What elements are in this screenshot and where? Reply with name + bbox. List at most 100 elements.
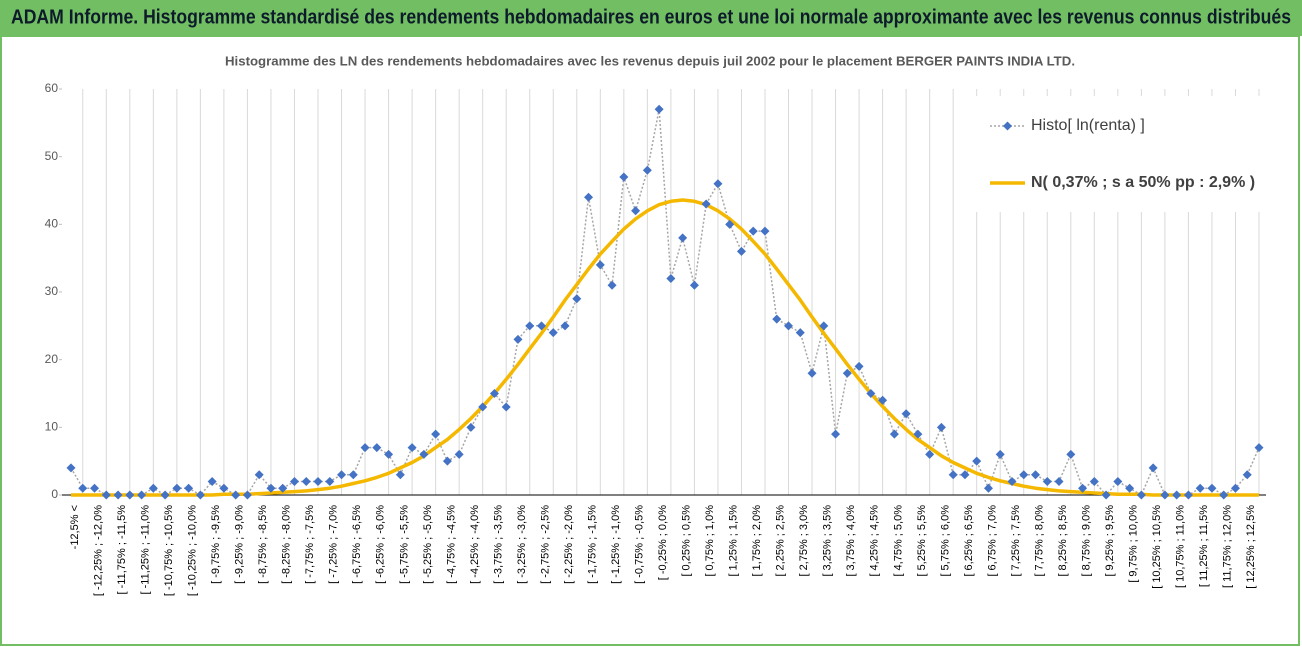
x-tick-label: [ -11,75% ; -11,5% [116,505,128,595]
y-tick-label: 40 [45,217,59,231]
histogram-marker [160,490,170,500]
histogram-marker [889,429,899,439]
chart-subtitle: Histogramme des LN des rendements hebdom… [225,53,1075,68]
x-tick-label: [ 2,75% ; 3,0% [798,505,810,577]
x-tick-label: [ -4,25% ; -4,0% [469,505,481,584]
histogram-marker [1207,483,1217,493]
histogram-marker [78,483,88,493]
x-tick-label: [ -8,25% ; -8,0% [281,505,293,584]
x-tick-label: [ -7,25% ; -7,0% [328,505,340,584]
legend-box [962,96,1262,212]
x-tick-label: [ 7,25% ; 7,5% [1010,505,1022,577]
histogram-marker [101,490,111,500]
legend-label: N( 0,37% ; s a 50% pp : 2,9% ) [1031,174,1255,191]
histogram-marker [595,260,605,270]
x-tick-label: [ -9,75% ; -9,5% [210,505,222,584]
histogram-marker [866,389,876,398]
histogram-marker [1113,476,1123,486]
x-tick-label: [ -8,75% ; -8,5% [257,505,269,584]
histogram-marker [113,490,123,500]
histogram-marker [513,334,523,344]
histogram-marker [525,321,535,331]
histogram-marker [289,476,299,486]
histogram-marker [689,280,699,290]
histogram-marker [1054,476,1064,486]
x-tick-label: [ 8,75% ; 9,0% [1080,505,1092,577]
histogram-marker [478,402,488,412]
histogram-marker [489,389,499,398]
x-tick-label: [ 3,75% ; 4,0% [845,505,857,577]
x-tick-label: [ 8,25% ; 8,5% [1057,505,1069,577]
x-tick-label: [ 6,75% ; 7,0% [986,505,998,577]
histogram-marker [1254,443,1264,453]
histogram-marker [1031,470,1041,480]
histogram-marker [725,219,735,229]
x-tick-label: [ 7,75% ; 8,0% [1033,505,1045,577]
histogram-marker [736,246,746,256]
histogram-marker [1195,483,1205,493]
x-tick-label: [ -7,75% ; -7,5% [304,505,316,584]
histogram-marker [278,483,288,493]
x-tick-label: [ -11,25% ; -11,0% [139,505,151,595]
legend-marker [1003,121,1012,131]
histogram-marker [1242,470,1252,480]
histogram-marker [1066,449,1076,459]
histogram-marker [419,449,429,459]
x-tick-label: [ -3,25% ; -3,0% [516,505,528,584]
x-tick-label: -12,5% < [69,505,81,549]
histogram-marker [325,476,335,486]
x-tick-label: [ 10,25% ; 10,5% [1151,505,1163,589]
histogram-marker [466,422,476,432]
histogram-marker [148,483,158,493]
histogram-marker [972,456,982,466]
histogram-marker [1172,490,1182,500]
histogram-marker [1089,476,1099,486]
histogram-marker [407,443,417,453]
histogram-marker [90,483,100,493]
x-tick-label: [ 0,25% ; 0,5% [681,505,693,577]
x-tick-label: [ 2,25% ; 2,5% [775,505,787,577]
histogram-marker [207,476,217,486]
histogram-marker [1125,483,1135,493]
histogram-marker [995,449,1005,459]
histogram-marker [195,490,205,500]
x-tick-label: [ -10,75% ; -10,5% [163,505,175,596]
histogram-marker [1007,476,1017,486]
histogram-marker [831,429,841,439]
histogram-marker [1101,490,1111,500]
x-tick-label: [ 11,75% ; 12,0% [1222,505,1234,588]
x-tick-label: [ 6,25% ; 6,5% [963,505,975,577]
x-tick-label: [ 9,25% ; 9,5% [1104,505,1116,577]
histogram-marker [1136,490,1146,500]
x-tick-label: [ 3,25% ; 3,5% [822,505,834,577]
x-tick-label: [ 12,25% ; 12,5% [1245,505,1257,589]
histogram-marker [442,456,452,466]
histogram-marker [313,476,323,486]
histogram-marker [1160,490,1170,500]
histogram-marker [819,321,829,331]
histogram-marker [219,483,229,493]
histogram-marker [395,470,405,480]
histogram-marker [713,179,723,189]
histogram-marker [654,104,664,114]
x-tick-label: [ -12,25% ; -12,0% [92,505,104,596]
y-tick-label: 20 [45,352,59,366]
histogram-marker [184,483,194,493]
histogram-marker [431,429,441,439]
histogram-marker [454,449,464,459]
x-tick-label: [ 9,75% ; 10,0% [1128,505,1140,583]
histogram-marker [337,470,347,480]
histogram-marker [242,490,252,500]
histogram-marker [807,368,817,378]
x-tick-label: [ -1,75% ; -1,5% [586,505,598,584]
x-tick-label: [ 11,25% ; 11,5% [1198,505,1210,587]
histogram-marker [784,321,794,331]
histogram-marker [878,395,888,405]
histogram-marker [642,165,652,175]
histogram-marker [1042,476,1052,486]
histogram-marker [501,402,511,412]
x-tick-label: [ -5,75% ; -5,5% [398,505,410,584]
histogram-marker [795,328,805,338]
x-tick-label: [ 4,75% ; 5,0% [892,505,904,577]
histogram-marker [701,199,711,209]
